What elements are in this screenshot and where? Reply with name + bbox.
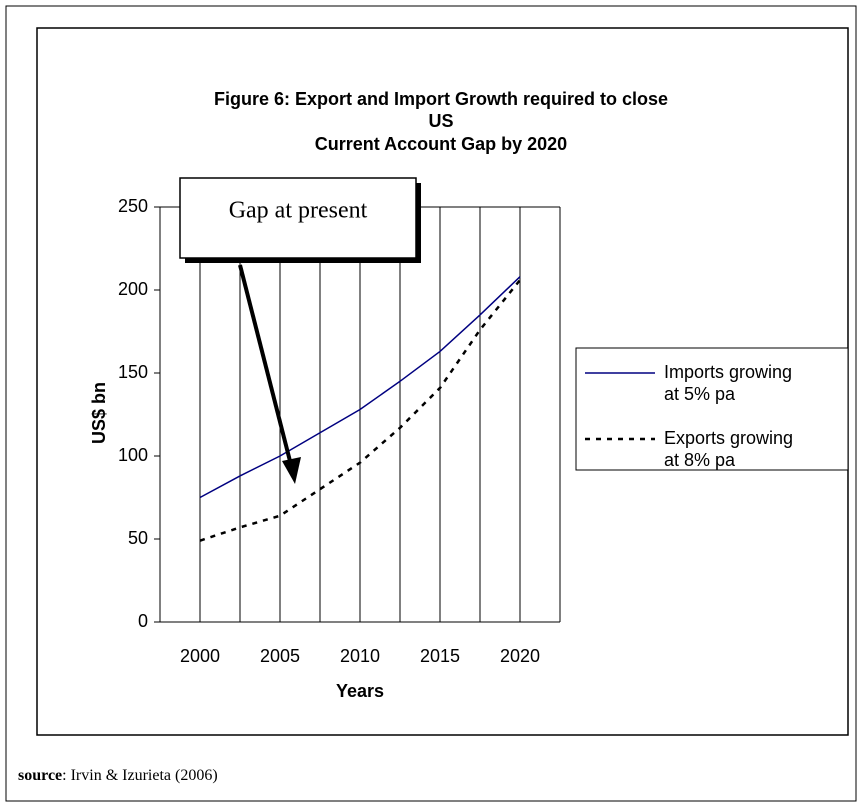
x-tick-label: 2005	[260, 646, 300, 666]
chart-title: US	[428, 111, 453, 131]
legend-label: Exports growing	[664, 428, 793, 448]
legend-label: at 5% pa	[664, 384, 736, 404]
y-tick-label: 50	[128, 528, 148, 548]
source-label: source	[18, 767, 62, 784]
legend-label: at 8% pa	[664, 450, 736, 470]
chart-title: Current Account Gap by 2020	[315, 134, 567, 154]
y-tick-label: 200	[118, 279, 148, 299]
series-line	[199, 276, 521, 499]
x-tick-label: 2000	[180, 646, 220, 666]
x-tick-label: 2015	[420, 646, 460, 666]
y-tick-label: 150	[118, 362, 148, 382]
annotation: Gap at present	[229, 198, 368, 224]
plot: 2000 2005 2010 2015 2020 0 50 100 150 200 250 Gap a…	[118, 177, 849, 666]
series-line	[199, 279, 521, 542]
source: source: Irvin & Izurieta (2006)	[18, 767, 218, 784]
annotation-box	[179, 177, 417, 259]
x-axis-title: Years	[336, 681, 384, 701]
legend-label: Imports growing	[664, 362, 792, 382]
chart-title: Figure 6: Export and Import Growth requi…	[214, 89, 668, 109]
annotation-arrow	[238, 264, 293, 466]
x-tick-label: 2010	[340, 646, 380, 666]
y-tick-label: 0	[138, 611, 148, 631]
source-text: : Irvin & Izurieta (2006)	[62, 767, 218, 784]
y-tick-label: 100	[118, 445, 148, 465]
y-axis-title: US$ bn	[89, 382, 109, 444]
x-tick-label: 2020	[500, 646, 540, 666]
y-tick-label: 250	[118, 196, 148, 216]
legend-box	[575, 347, 849, 471]
arrow-head	[282, 457, 301, 484]
